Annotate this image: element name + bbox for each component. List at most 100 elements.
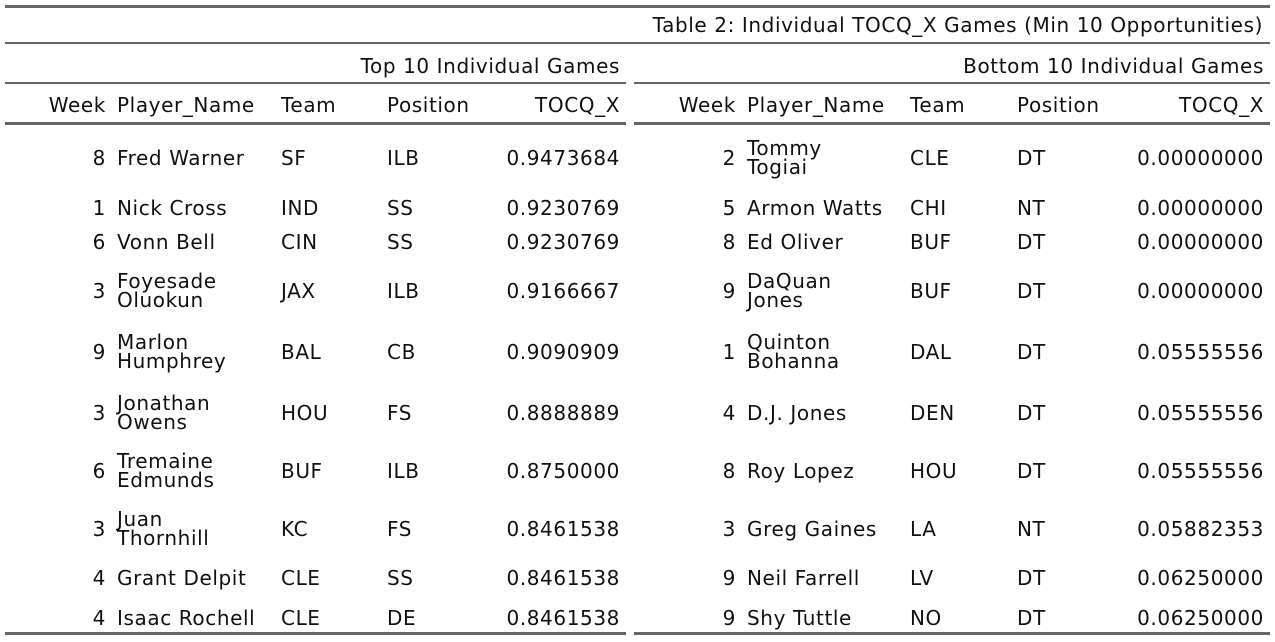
top-row-3-tocq: 0.9230769 xyxy=(506,229,620,254)
player-name-line: Juan xyxy=(117,507,163,531)
bottom-row-4-tocq: 0.00000000 xyxy=(1137,278,1264,303)
right-bottom-rule xyxy=(634,632,1270,635)
top-row-1-team: SF xyxy=(281,145,307,170)
top-row-8-player: Juan Thornhill xyxy=(117,507,210,550)
player-name-line: Marlon xyxy=(117,330,189,354)
player-name-line: Nick Cross xyxy=(117,195,228,220)
bottom-row-10-week: 9 xyxy=(722,605,736,630)
top-row-5-week: 9 xyxy=(92,339,106,364)
top-row-1-week: 8 xyxy=(92,145,106,170)
bottom-row-6-player: D.J. Jones xyxy=(747,403,847,423)
bottom-header-player: Player_Name xyxy=(747,93,885,117)
top-row-1-position: ILB xyxy=(387,145,420,170)
top-row-9-team: CLE xyxy=(281,565,321,590)
player-name-line: Oluokun xyxy=(117,288,204,312)
bottom-row-2-tocq: 0.00000000 xyxy=(1137,195,1264,220)
left-header-rule xyxy=(5,122,626,125)
player-name-line: Jonathan xyxy=(117,391,211,415)
top-row-10-tocq: 0.8461538 xyxy=(506,605,620,630)
top-row-6-team: HOU xyxy=(281,400,329,425)
player-name-line: Shy Tuttle xyxy=(747,605,852,630)
player-name-line: Tremaine xyxy=(117,449,214,473)
bottom-row-1-position: DT xyxy=(1017,145,1046,170)
top-row-3-team: CIN xyxy=(281,229,318,254)
player-name-line: Fred Warner xyxy=(117,145,245,170)
bottom-row-4-position: DT xyxy=(1017,278,1046,303)
bottom-header-week: Week xyxy=(678,93,736,117)
player-name-line: Thornhill xyxy=(117,526,210,550)
top-row-8-position: FS xyxy=(387,516,413,541)
top-header-team: Team xyxy=(281,93,337,117)
bottom-games-title: Bottom 10 Individual Games xyxy=(963,54,1264,78)
top-row-4-week: 3 xyxy=(92,278,106,303)
player-name-line: Ed Oliver xyxy=(747,229,844,254)
right-spanner-rule xyxy=(634,82,1270,84)
top-games-title: Top 10 Individual Games xyxy=(360,54,620,78)
bottom-row-4-week: 9 xyxy=(722,278,736,303)
bottom-row-5-tocq: 0.05555556 xyxy=(1137,339,1264,364)
bottom-row-3-tocq: 0.00000000 xyxy=(1137,229,1264,254)
top-row-2-team: IND xyxy=(281,195,320,220)
top-row-4-tocq: 0.9166667 xyxy=(506,278,620,303)
bottom-row-7-position: DT xyxy=(1017,458,1046,483)
player-name-line: Tommy xyxy=(747,136,822,160)
top-row-10-team: CLE xyxy=(281,605,321,630)
player-name-line: Greg Gaines xyxy=(747,516,877,541)
top-row-6-week: 3 xyxy=(92,400,106,425)
bottom-row-6-position: DT xyxy=(1017,400,1046,425)
player-name-line: Quinton xyxy=(747,330,831,354)
bottom-row-6-tocq: 0.05555556 xyxy=(1137,400,1264,425)
player-name-line: DaQuan xyxy=(747,269,832,293)
bottom-row-10-team: NO xyxy=(910,605,942,630)
top-row-6-player: Jonathan Owens xyxy=(117,391,211,434)
player-name-line: Togiai xyxy=(747,155,808,179)
bottom-row-2-position: NT xyxy=(1017,195,1046,220)
top-row-4-team: JAX xyxy=(281,278,316,303)
bottom-row-7-team: HOU xyxy=(910,458,958,483)
bottom-row-10-tocq: 0.06250000 xyxy=(1137,605,1264,630)
top-header-week: Week xyxy=(48,93,106,117)
top-row-5-position: CB xyxy=(387,339,416,364)
top-row-3-week: 6 xyxy=(92,229,106,254)
bottom-header-team: Team xyxy=(910,93,966,117)
player-name-line: Isaac Rochell xyxy=(117,605,256,630)
player-name-line: Armon Watts xyxy=(747,195,883,220)
bottom-header-position: Position xyxy=(1017,93,1100,117)
bottom-row-8-week: 3 xyxy=(722,516,736,541)
top-row-6-tocq: 0.8888889 xyxy=(506,400,620,425)
top-row-3-position: SS xyxy=(387,229,414,254)
player-name-line: Owens xyxy=(117,410,188,434)
bottom-row-8-tocq: 0.05882353 xyxy=(1137,516,1264,541)
player-name-line: Vonn Bell xyxy=(117,229,216,254)
top-header-player: Player_Name xyxy=(117,93,255,117)
player-name-line: Jones xyxy=(747,288,804,312)
left-spanner-rule xyxy=(5,82,626,84)
top-row-2-player: Nick Cross xyxy=(117,195,228,220)
top-row-4-player: Foyesade Oluokun xyxy=(117,269,217,312)
top-row-9-position: SS xyxy=(387,565,414,590)
top-row-10-position: DE xyxy=(387,605,417,630)
bottom-row-5-position: DT xyxy=(1017,339,1046,364)
top-row-2-position: SS xyxy=(387,195,414,220)
top-row-4-position: ILB xyxy=(387,278,420,303)
top-row-7-tocq: 0.8750000 xyxy=(506,458,620,483)
bottom-row-4-team: BUF xyxy=(910,278,952,303)
bottom-row-3-player: Ed Oliver xyxy=(747,229,844,254)
bottom-header-tocq: TOCQ_X xyxy=(1179,93,1264,117)
top-row-9-tocq: 0.8461538 xyxy=(506,565,620,590)
player-name-line: Bohanna xyxy=(747,349,840,373)
bottom-row-6-team: DEN xyxy=(910,400,955,425)
bottom-row-2-player: Armon Watts xyxy=(747,195,883,220)
left-bottom-rule xyxy=(5,632,626,635)
top-row-2-week: 1 xyxy=(92,195,106,220)
bottom-row-5-week: 1 xyxy=(722,339,736,364)
top-row-7-week: 6 xyxy=(92,458,106,483)
bottom-row-9-team: LV xyxy=(910,565,934,590)
bottom-row-9-player: Neil Farrell xyxy=(747,568,860,588)
top-row-9-week: 4 xyxy=(92,565,106,590)
player-name-line: Foyesade xyxy=(117,269,217,293)
top-row-8-week: 3 xyxy=(92,516,106,541)
bottom-row-5-player: Quinton Bohanna xyxy=(747,330,840,373)
top-row-7-player: Tremaine Edmunds xyxy=(117,449,214,490)
bottom-row-8-team: LA xyxy=(910,516,937,541)
